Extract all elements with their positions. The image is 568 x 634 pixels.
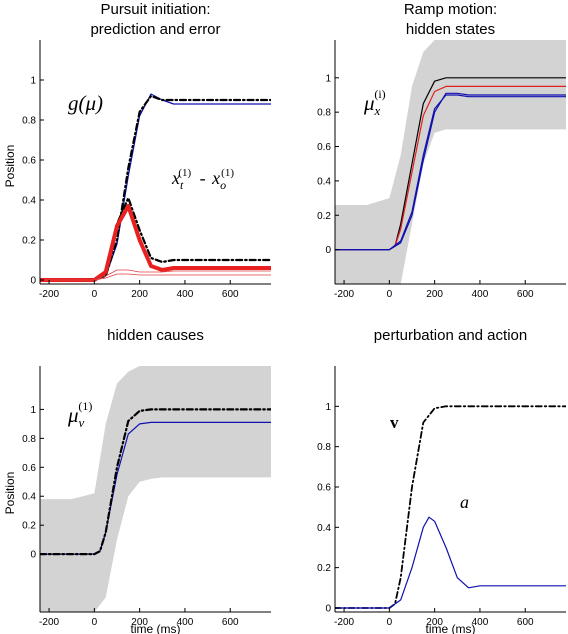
y-tick-label: 0.4: [317, 176, 331, 187]
annotation-xt-xo: xt(1) - xo(1): [171, 167, 234, 192]
title-line: Ramp motion:: [404, 1, 497, 18]
y-tick-label: 0.4: [317, 523, 331, 534]
annotation-a: a: [460, 492, 469, 512]
x-tick-label: 200: [426, 617, 443, 628]
title-line: prediction and error: [90, 21, 220, 38]
x-tick-label: 0: [387, 617, 393, 628]
ann-sup: (1): [221, 167, 234, 179]
ann-sub: v: [79, 415, 85, 430]
x-axis-label: time (ms): [426, 622, 476, 634]
y-tick-label: 0: [325, 603, 331, 614]
plot-area: [40, 93, 271, 282]
y-tick-label: 0.6: [317, 482, 331, 493]
x-tick-label: 600: [222, 617, 239, 628]
annotation-mu-v: μv (1): [67, 399, 92, 430]
confidence-band: [335, 40, 566, 284]
x-tick-label: -200: [39, 289, 59, 300]
series-line-2: [40, 94, 271, 282]
y-tick-label: 0.8: [317, 108, 331, 119]
y-tick-label: 0.8: [22, 116, 36, 127]
chart-panel-4: perturbation and action 0 0.2 0.4 0.6 0.8 1 -20…: [317, 327, 566, 634]
x-tick-label: 0: [92, 289, 98, 300]
title-line: hidden causes: [107, 327, 204, 344]
series-line-4: [40, 204, 271, 282]
y-tick-label: 0: [30, 550, 36, 561]
x-tick-label: 400: [177, 289, 194, 300]
y-tick-label: 0.4: [22, 492, 36, 503]
y-axis-label: Position: [3, 145, 17, 188]
ann-part: μ: [67, 403, 79, 427]
x-tick-label: 0: [387, 289, 393, 300]
series-line-3: [335, 94, 566, 251]
x-tick-label: 200: [131, 617, 148, 628]
y-tick-label: 0.2: [22, 521, 36, 532]
y-tick-label: 0.6: [22, 463, 36, 474]
ann-sup: (i): [374, 87, 385, 101]
ann-sub: x: [374, 103, 381, 118]
plot-area: [335, 405, 566, 609]
chart-title: hidden causes: [107, 327, 204, 344]
plot-area: [40, 366, 271, 612]
ann-sup: (1): [178, 167, 191, 179]
ann-minus: -: [195, 168, 210, 188]
series-line-2: [335, 516, 566, 609]
x-tick-label: -200: [334, 289, 354, 300]
annotation-mu-x: μx (i): [363, 87, 386, 118]
ann-part: x: [171, 168, 180, 188]
y-tick-label: 0.6: [22, 156, 36, 167]
x-tick-label: 400: [472, 289, 489, 300]
y-tick-label: 1: [30, 405, 36, 416]
y-tick-label: 1: [30, 76, 36, 87]
ann-sup: (1): [78, 399, 92, 413]
x-tick-label: 600: [222, 289, 239, 300]
title-line: Pursuit initiation:: [100, 1, 210, 18]
chart-title: perturbation and action: [374, 327, 527, 344]
y-tick-label: 0.2: [317, 211, 331, 222]
title-line: perturbation and action: [374, 327, 527, 344]
ann-sub: o: [220, 178, 226, 192]
series-line-4: [335, 92, 566, 251]
x-tick-label: 600: [517, 617, 534, 628]
y-tick-label: 0: [30, 276, 36, 287]
y-tick-label: 0.8: [317, 442, 331, 453]
annotation-v: v: [390, 413, 399, 432]
annotation-g-mu: g(μ): [68, 91, 103, 115]
x-tick-label: 600: [517, 289, 534, 300]
x-tick-label: 200: [131, 289, 148, 300]
ann-part: x: [211, 168, 220, 188]
y-tick-label: 0.8: [22, 434, 36, 445]
x-tick-label: 200: [426, 289, 443, 300]
chart-title: Pursuit initiation: prediction and error: [90, 1, 220, 38]
ann-part: μ: [363, 91, 375, 115]
series-line-5: [40, 269, 271, 281]
x-tick-label: -200: [334, 617, 354, 628]
ann-sub: t: [180, 178, 184, 192]
series-line-1: [40, 93, 271, 281]
series-line-1: [335, 405, 566, 609]
plot-area: [335, 40, 566, 284]
y-tick-label: 0: [325, 245, 331, 256]
chart-panel-2: Ramp motion: hidden states 0 0.2 0.4 0.6 0.8 1 -…: [317, 1, 566, 300]
series-line-6: [40, 273, 271, 281]
y-tick-label: 0.2: [22, 236, 36, 247]
y-tick-label: 1: [325, 73, 331, 84]
confidence-band: [40, 366, 271, 612]
chart-panel-3: hidden causes 0 0.2 0.4 0.6 0.8 1 -200 0 200 400 60…: [3, 327, 271, 634]
y-tick-label: 1: [325, 402, 331, 413]
chart-title: Ramp motion: hidden states: [404, 1, 497, 38]
x-tick-label: -200: [39, 617, 59, 628]
x-tick-label: 400: [177, 617, 194, 628]
y-axis-label: Position: [3, 472, 17, 515]
y-tick-label: 0.6: [317, 142, 331, 153]
x-axis-label: time (ms): [131, 622, 181, 634]
y-tick-label: 0.4: [22, 196, 36, 207]
y-tick-label: 0.2: [317, 563, 331, 574]
x-tick-label: 400: [472, 617, 489, 628]
title-line: hidden states: [406, 21, 495, 38]
x-tick-label: 0: [92, 617, 98, 628]
series-line-2: [40, 408, 271, 556]
chart-panel-1: Pursuit initiation: prediction and error 0…: [3, 1, 271, 300]
